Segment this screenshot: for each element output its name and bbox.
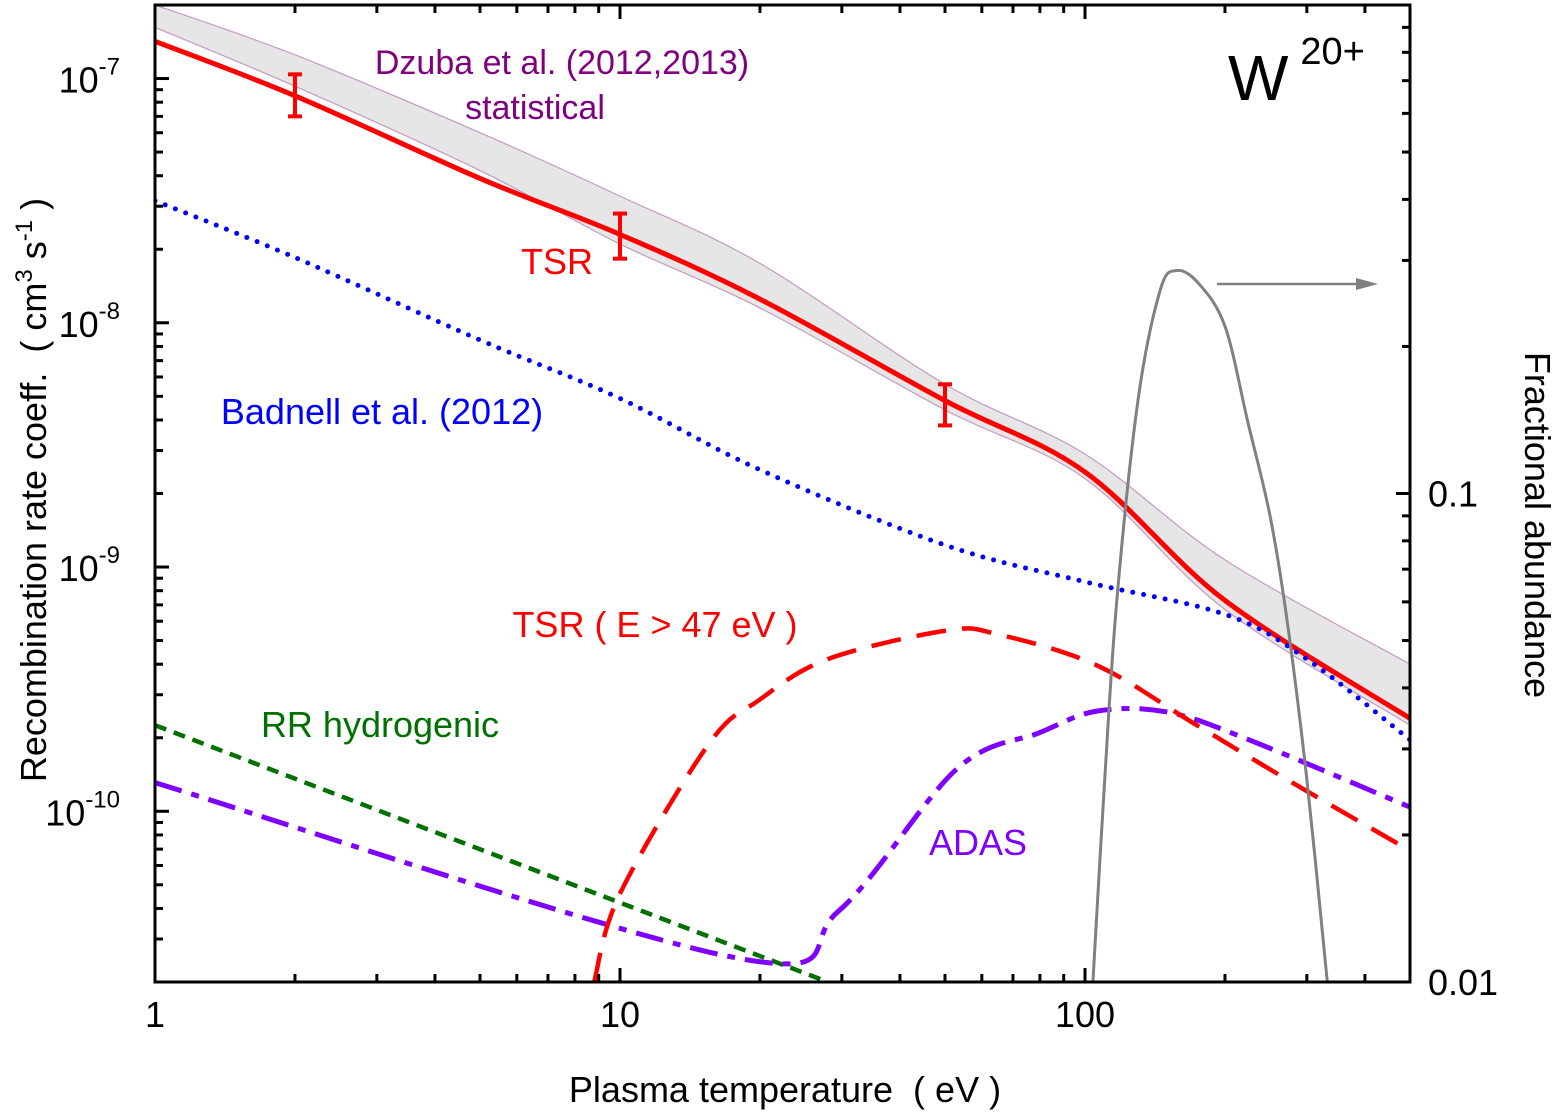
series-badnell	[155, 198, 1410, 743]
y-tick-label: 10-10	[45, 786, 120, 833]
abundance-axis-arrow-icon	[1356, 278, 1378, 290]
y-tick-exponent: -8	[99, 298, 120, 325]
annotation-dzuba-line1: Dzuba et al. (2012,2013)	[375, 44, 749, 82]
axes-layer	[153, 3, 1412, 984]
y-tick-label: 10-7	[59, 54, 120, 101]
tsr-errorbar	[612, 211, 627, 261]
x-tick-label: 1	[145, 994, 165, 1035]
tsr-errorbar	[287, 72, 302, 119]
dzuba-band-upper	[155, 5, 1410, 665]
y-tick-base: 10	[59, 548, 99, 589]
annotation-adas: ADAS	[929, 822, 1027, 863]
series-tsr_partial	[592, 626, 1410, 982]
y-tick-label: 10-9	[59, 542, 120, 589]
series-tsr	[155, 39, 1410, 721]
y2-tick-label: 0.1	[1428, 474, 1478, 515]
y-tick-exponent: -9	[99, 542, 120, 569]
y-label-end: )	[13, 198, 54, 220]
annotation-rr-hydrogenic: RR hydrogenic	[261, 704, 499, 745]
dzuba-band-fill	[155, 5, 1410, 726]
y-label-sup1: 3	[11, 269, 38, 282]
annotation-badnell: Badnell et al. (2012)	[221, 391, 543, 432]
y-tick-exponent: -7	[99, 54, 120, 81]
y-axis-label: Recombination rate coeff. ( cm3 s-1 )	[11, 198, 54, 782]
y-tick-base: 10	[45, 792, 85, 833]
y2-tick-label: 0.01	[1428, 962, 1498, 1003]
y-label-sup2: -1	[11, 220, 38, 241]
y-tick-base: 10	[59, 304, 99, 345]
x-tick-label: 100	[1055, 994, 1115, 1035]
series-adas	[155, 706, 1410, 967]
y-label-mid: s	[13, 241, 54, 269]
ion-charge: 20+	[1300, 31, 1364, 73]
ion-label: W 20+	[1228, 31, 1365, 114]
ion-symbol: W	[1228, 42, 1289, 114]
y-label-main: Recombination rate coeff. ( cm	[13, 283, 54, 783]
x-tick-label: 10	[600, 994, 640, 1035]
y-tick-base: 10	[59, 60, 99, 101]
y-tick-exponent: -10	[85, 786, 120, 813]
plot-frame	[153, 3, 1412, 984]
annotation-tsr: TSR	[521, 241, 593, 282]
y-tick-label: 10-8	[59, 298, 120, 345]
tsr-errorbar	[938, 382, 953, 428]
x-axis-label: Plasma temperature ( eV )	[569, 1069, 1001, 1110]
dzuba-band-lower	[155, 26, 1410, 726]
series-fractional-abundance	[1091, 268, 1329, 982]
series-layer	[155, 39, 1410, 982]
series-rr	[155, 723, 829, 982]
dzuba-band-layer	[155, 5, 1410, 726]
annotation-dzuba-line2: statistical	[465, 89, 605, 127]
y2-axis-label: Fractional abundance	[1517, 352, 1558, 698]
annotation-tsr-partial: TSR ( E > 47 eV )	[512, 604, 797, 645]
